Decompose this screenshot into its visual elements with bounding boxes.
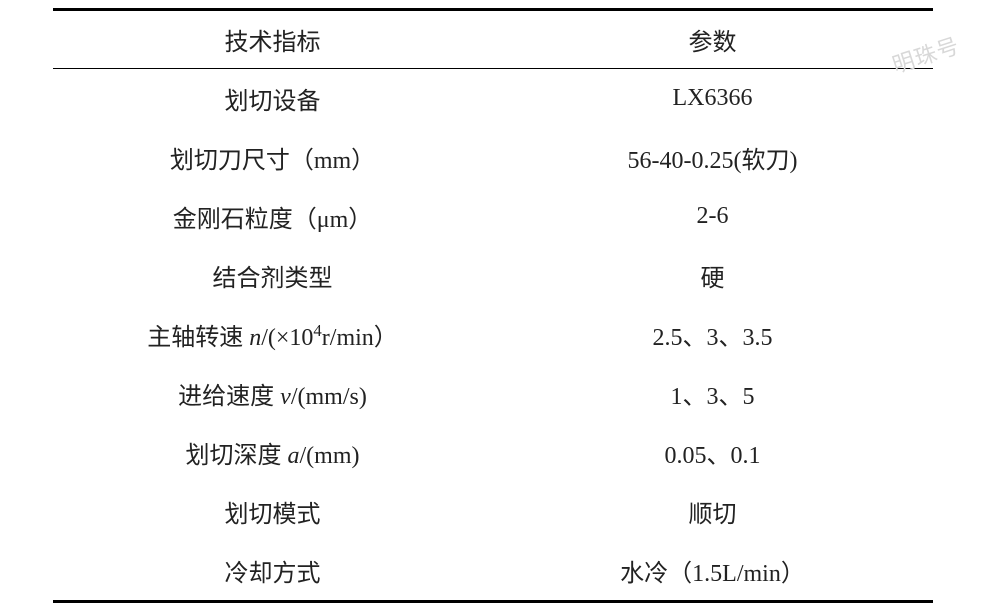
- table-row: 划切深度 a/(mm)0.05、0.1: [53, 423, 933, 482]
- param-value-cell: 2-6: [493, 187, 933, 246]
- param-label-cell: 划切深度 a/(mm): [53, 423, 493, 482]
- param-value-cell: 2.5、3、3.5: [493, 305, 933, 364]
- table-header-row: 技术指标 参数: [53, 10, 933, 69]
- param-value-cell: 56-40-0.25(软刀): [493, 128, 933, 187]
- param-value-cell: 水冷（1.5L/min）: [493, 541, 933, 602]
- param-label-cell: 冷却方式: [53, 541, 493, 602]
- param-value-cell: 1、3、5: [493, 364, 933, 423]
- param-label-cell: 划切模式: [53, 482, 493, 541]
- table-header-col1: 技术指标: [53, 10, 493, 69]
- table-row: 划切刀尺寸（mm）56-40-0.25(软刀): [53, 128, 933, 187]
- table-header-col2: 参数: [493, 10, 933, 69]
- param-label-cell: 结合剂类型: [53, 246, 493, 305]
- table-row: 进给速度 v/(mm/s)1、3、5: [53, 364, 933, 423]
- parameters-table-container: 明珠号 技术指标 参数 划切设备LX6366划切刀尺寸（mm）56-40-0.2…: [53, 8, 933, 603]
- param-label-cell: 主轴转速 n/(×104r/min）: [53, 305, 493, 364]
- table-row: 划切模式顺切: [53, 482, 933, 541]
- table-body: 划切设备LX6366划切刀尺寸（mm）56-40-0.25(软刀)金刚石粒度（μ…: [53, 69, 933, 602]
- param-label-cell: 划切刀尺寸（mm）: [53, 128, 493, 187]
- param-value-cell: 硬: [493, 246, 933, 305]
- param-label-cell: 金刚石粒度（μm）: [53, 187, 493, 246]
- table-row: 金刚石粒度（μm）2-6: [53, 187, 933, 246]
- param-value-cell: 0.05、0.1: [493, 423, 933, 482]
- table-row: 结合剂类型硬: [53, 246, 933, 305]
- parameters-table: 技术指标 参数 划切设备LX6366划切刀尺寸（mm）56-40-0.25(软刀…: [53, 8, 933, 603]
- param-label-cell: 划切设备: [53, 69, 493, 129]
- param-value-cell: LX6366: [493, 69, 933, 129]
- param-value-cell: 顺切: [493, 482, 933, 541]
- param-label-cell: 进给速度 v/(mm/s): [53, 364, 493, 423]
- table-row: 冷却方式水冷（1.5L/min）: [53, 541, 933, 602]
- table-row: 划切设备LX6366: [53, 69, 933, 129]
- table-row: 主轴转速 n/(×104r/min）2.5、3、3.5: [53, 305, 933, 364]
